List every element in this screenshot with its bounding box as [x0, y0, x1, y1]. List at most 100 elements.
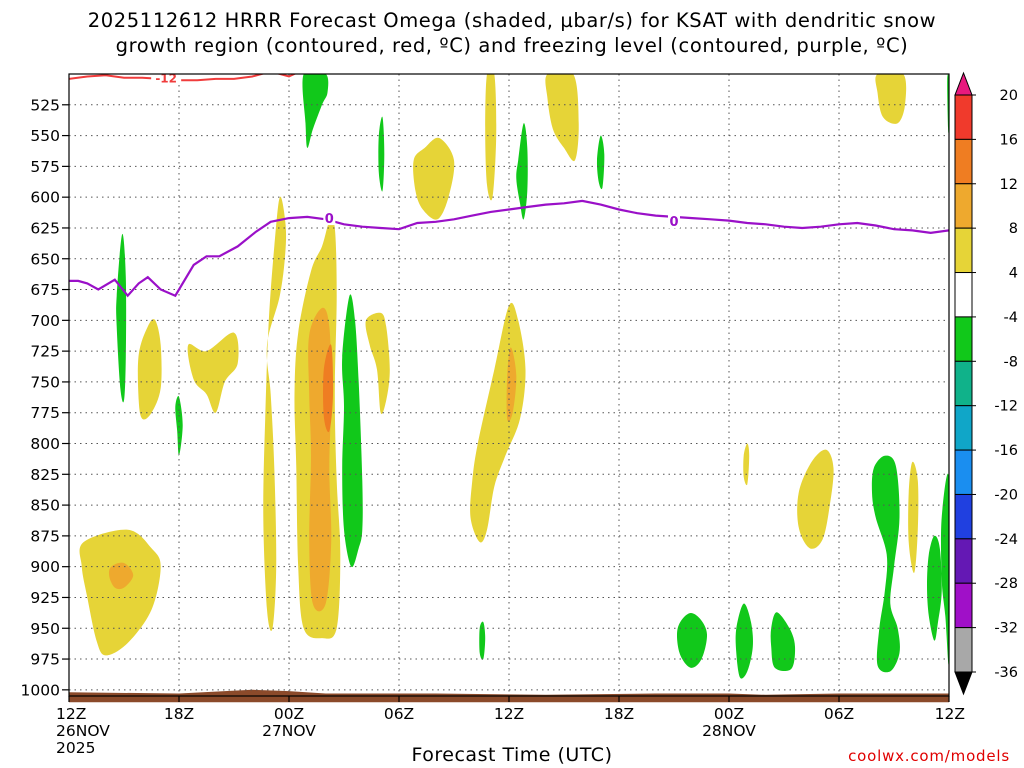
colorbar-label: -16: [994, 443, 1018, 459]
time-tick-label: 06Z: [384, 705, 414, 723]
omega-region: [137, 319, 162, 420]
omega-region: [735, 603, 753, 679]
dgz-contour: [835, 63, 949, 72]
pressure-tick-label: 825: [30, 466, 60, 484]
pressure-tick-label: 925: [30, 589, 60, 607]
omega-region: [108, 562, 134, 590]
colorbar-label: -8: [1004, 354, 1018, 370]
colorbar-bottom-arrow: [954, 671, 973, 696]
time-tick-label: 00Z: [714, 705, 744, 723]
colorbar-bin: [954, 538, 973, 584]
colorbar-label: -4: [1004, 310, 1018, 326]
pressure-tick-label: 700: [30, 312, 60, 330]
contour-label-background: [151, 74, 182, 85]
colorbar-label: 16: [1000, 132, 1018, 148]
colorbar-bin: [954, 360, 973, 407]
freezing-level-label: 0: [325, 212, 334, 227]
year-label: 2025: [56, 739, 95, 757]
omega-region: [302, 74, 329, 148]
pressure-tick-label: 900: [30, 558, 60, 576]
pressure-tick-label: 775: [30, 404, 60, 422]
omega-region: [116, 233, 127, 403]
omega-region: [323, 344, 334, 433]
pressure-tick-label: 625: [30, 219, 60, 237]
freezing-level-contour: [69, 199, 949, 298]
omega-region: [263, 196, 287, 632]
chart-title-line2: growth region (contoured, red, ºC) and f…: [115, 34, 909, 57]
pressure-tick-label: 1000: [21, 681, 60, 699]
pressure-tick-label: 575: [30, 158, 60, 176]
omega-region: [676, 613, 708, 668]
x-axis-title: Forecast Time (UTC): [411, 744, 613, 766]
pressure-tick-label: 525: [30, 96, 60, 114]
omega-region: [797, 449, 834, 549]
colorbar-bin: [954, 227, 973, 274]
colorbar-bin: [954, 138, 973, 185]
omega-region: [479, 621, 486, 660]
colorbar-bin: [954, 627, 973, 673]
omega-region: [365, 312, 390, 415]
omega-region: [175, 395, 183, 456]
omega-colorbar: 20 16 12 8 4 -4 -8 -12 -16 -20 -24 -28 -32 -36: [954, 71, 1018, 696]
site-credit: coolwx.com/models: [848, 747, 1010, 765]
chart-title-line1: 2025112612 HRRR Forecast Omega (shaded, …: [87, 9, 937, 32]
pressure-tick-label: 675: [30, 281, 60, 299]
omega-region: [940, 473, 949, 665]
omega-region: [770, 612, 796, 672]
pressure-tick-label: 650: [30, 250, 60, 268]
contour-label-background: [323, 211, 336, 226]
pressure-tick-label: 750: [30, 373, 60, 391]
pressure-tick-label: 725: [30, 343, 60, 361]
colorbar-label: 8: [1009, 221, 1018, 237]
time-tick-label: 12Z: [494, 705, 524, 723]
pressure-tick-label: 975: [30, 651, 60, 669]
omega-region: [545, 74, 579, 162]
time-tick-label: 00Z: [274, 705, 304, 723]
omega-region: [743, 443, 750, 486]
omega-region: [470, 302, 526, 543]
pressure-tick-label: 875: [30, 527, 60, 545]
omega-region: [413, 137, 455, 220]
colorbar-label: -12: [994, 399, 1018, 415]
colorbar-bin: [954, 449, 973, 495]
contour-lines: 0 0 -12: [69, 63, 949, 298]
omega-shaded-regions: [79, 74, 949, 679]
contour-label-background: [668, 214, 680, 229]
chart-title: 2025112612 HRRR Forecast Omega (shaded, …: [0, 8, 1024, 58]
colorbar-bin: [954, 493, 973, 540]
omega-region: [875, 74, 907, 124]
colorbar-label: -20: [994, 487, 1018, 503]
pressure-axis: 525 550 575 600 625 650 675 700 725 750 775 800 825 8…: [21, 96, 69, 699]
colorbar-label: -24: [994, 532, 1018, 548]
colorbar-bin: [954, 405, 973, 451]
colorbar-label: -28: [994, 576, 1018, 592]
omega-region: [516, 123, 528, 220]
dgz-contour: [69, 74, 297, 82]
omega-region: [485, 74, 497, 201]
date-label: 26NOV: [56, 722, 110, 740]
omega-region: [342, 294, 363, 568]
time-tick-label: 18Z: [604, 705, 634, 723]
date-label: 28NOV: [702, 722, 756, 740]
omega-region: [187, 332, 239, 413]
colorbar-label: -32: [994, 621, 1018, 637]
time-tick-label: 06Z: [824, 705, 854, 723]
time-tick-label: 12Z: [935, 705, 965, 723]
colorbar-bin: [954, 94, 973, 140]
omega-region: [908, 461, 919, 573]
pressure-tick-label: 550: [30, 127, 60, 145]
pressure-tick-label: 850: [30, 497, 60, 515]
colorbar-bin: [954, 582, 973, 629]
colorbar-label: 4: [1009, 266, 1018, 282]
omega-region: [596, 135, 605, 190]
omega-region: [871, 455, 900, 673]
time-tick-label: 18Z: [164, 705, 194, 723]
colorbar-bin: [954, 183, 973, 229]
omega-region: [927, 535, 942, 641]
omega-region: [378, 116, 385, 192]
colorbar-label: -36: [994, 665, 1018, 681]
date-label: 27NOV: [262, 722, 316, 740]
pressure-tick-label: 800: [30, 435, 60, 453]
